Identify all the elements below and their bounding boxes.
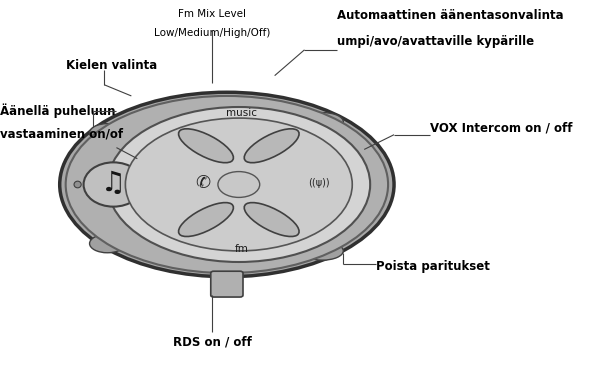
Ellipse shape [107,107,370,262]
Ellipse shape [244,129,299,163]
Text: Kielen valinta: Kielen valinta [66,59,157,72]
Text: Automaattinen äänentasonvalinta: Automaattinen äänentasonvalinta [338,9,564,22]
Ellipse shape [218,172,260,197]
Text: RDS on / off: RDS on / off [172,336,251,349]
Text: music: music [226,107,257,118]
Ellipse shape [89,234,126,253]
Ellipse shape [179,129,233,163]
Text: Low/Medium/High/Off): Low/Medium/High/Off) [154,28,270,38]
Ellipse shape [84,162,144,207]
Text: VOX Intercom on / off: VOX Intercom on / off [430,122,572,135]
Ellipse shape [126,118,352,251]
Ellipse shape [74,181,81,188]
Text: ♫: ♫ [101,169,126,197]
Ellipse shape [179,203,233,237]
Text: fm: fm [235,244,249,254]
Ellipse shape [89,124,126,142]
FancyBboxPatch shape [211,271,243,297]
Text: umpi/avo/avattaville kypärille: umpi/avo/avattaville kypärille [338,35,535,48]
Ellipse shape [301,242,343,260]
Ellipse shape [301,113,343,131]
Text: vastaaminen on/of: vastaaminen on/of [0,127,123,140]
Text: ✆: ✆ [195,174,211,192]
Text: ((ψ)): ((ψ)) [309,177,330,188]
Ellipse shape [66,96,388,273]
Ellipse shape [60,92,394,277]
Text: Poista paritukset: Poista paritukset [376,260,490,273]
Ellipse shape [244,203,299,237]
Text: Fm Mix Level: Fm Mix Level [178,9,246,19]
Text: Äänellä puheluun: Äänellä puheluun [0,103,116,118]
